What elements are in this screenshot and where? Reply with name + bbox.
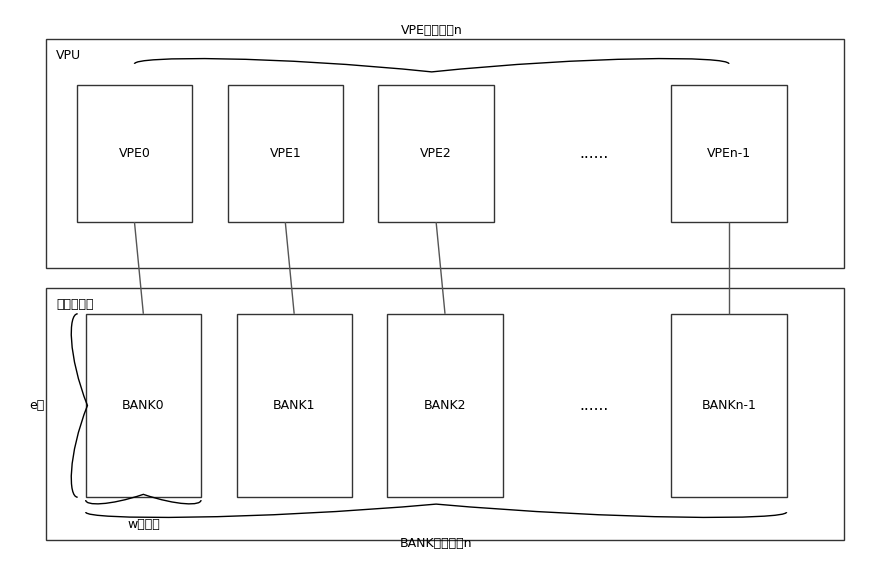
Bar [378, 85, 494, 222]
Text: VPE2: VPE2 [420, 147, 452, 160]
Bar [237, 314, 352, 497]
Text: BANK2: BANK2 [424, 399, 466, 412]
Text: BANK0: BANK0 [122, 399, 165, 412]
Text: ......: ...... [579, 398, 608, 413]
Bar [671, 314, 787, 497]
Bar [77, 85, 192, 222]
Bar [85, 314, 201, 497]
Bar [228, 85, 343, 222]
Bar [45, 39, 845, 268]
Bar [671, 85, 787, 222]
Text: w个字节: w个字节 [127, 518, 159, 530]
Text: VPE的个数为n: VPE的个数为n [400, 24, 463, 36]
Text: BANK的个数为n: BANK的个数为n [400, 537, 473, 550]
Bar [387, 314, 503, 497]
Bar [45, 288, 845, 540]
Text: VPE0: VPE0 [118, 147, 150, 160]
Text: VPE1: VPE1 [270, 147, 301, 160]
Text: BANK1: BANK1 [273, 399, 315, 412]
Text: BANKn-1: BANKn-1 [701, 399, 756, 412]
Text: VPEn-1: VPEn-1 [707, 147, 751, 160]
Text: VPU: VPU [56, 49, 82, 62]
Text: e行: e行 [29, 399, 44, 412]
Text: ......: ...... [579, 146, 608, 161]
Text: 向量存储器: 向量存储器 [56, 298, 94, 311]
